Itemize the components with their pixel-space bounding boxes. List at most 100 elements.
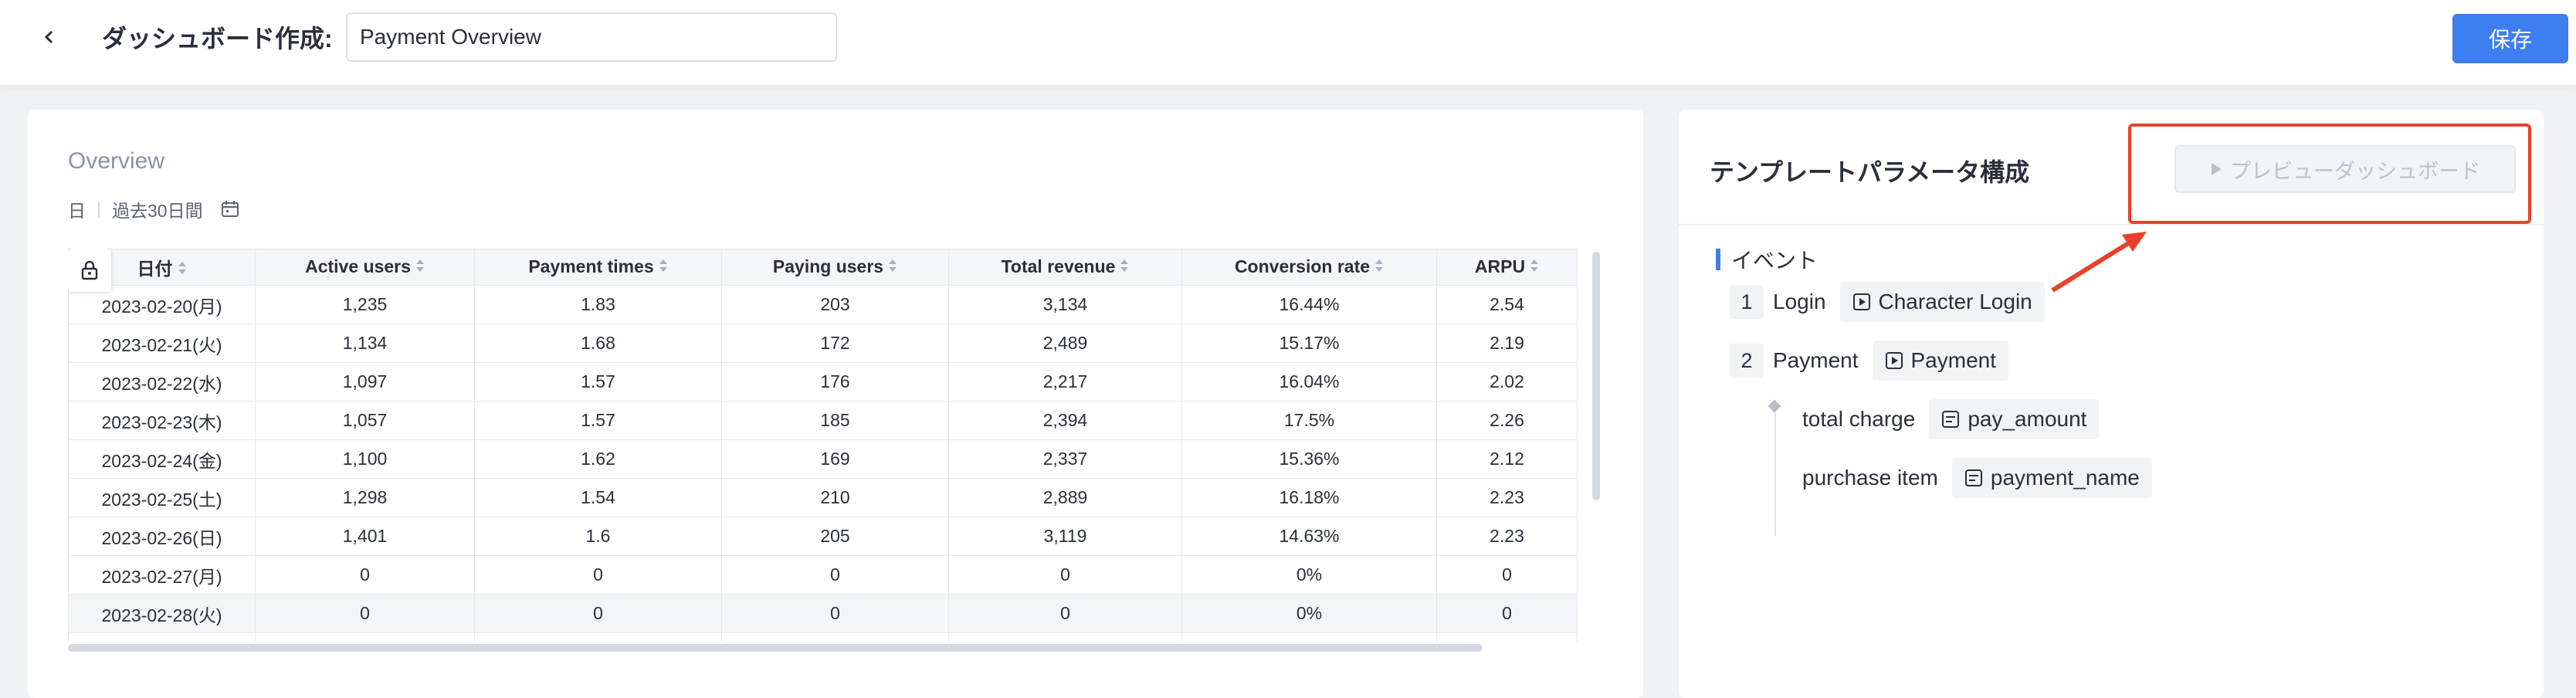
table-cell: 2023-02-21(火) [68,324,256,363]
table-cell: 0 [474,594,722,633]
table-cell: 1.62 [474,439,722,479]
sort-icon[interactable] [659,257,668,278]
column-header[interactable]: Conversion rate [1181,249,1437,286]
table-cell: 1.6 [474,517,722,556]
table-cell: 1.57 [474,362,722,402]
table-cell: 2.12 [1436,439,1578,479]
table-cell: 16.18% [1181,478,1437,517]
event-number: 1 [1730,285,1764,319]
event-number: 2 [1730,344,1764,378]
event-icon [1885,351,1903,370]
column-header[interactable]: Total revenue [948,249,1182,286]
param-row: purchase item payment_name [1802,457,2152,499]
table-cell: 0% [1181,632,1437,642]
event-section-header: イベント [1716,247,1818,273]
horizontal-scrollbar[interactable] [68,644,1483,652]
table-cell: 3,119 [948,517,1182,556]
vertical-scrollbar[interactable] [1592,252,1600,500]
sort-icon[interactable] [1120,257,1129,278]
table-cell: 17.5% [1181,401,1437,440]
sort-icon[interactable] [178,259,187,280]
column-header[interactable]: ARPU [1436,249,1578,286]
date-filter: 日 過去30日間 [68,198,240,221]
table-row[interactable]: 2023-02-23(木) 1,057 1.57 185 2,394 17.5% 2.26 [68,401,1578,440]
table-cell: 0 [474,555,722,595]
table-cell: 2.19 [1436,324,1578,363]
table-cell: 0 [255,555,475,595]
granularity-selector[interactable]: 日 [68,201,86,221]
column-header[interactable]: Paying users [721,249,949,286]
table-cell: 0 [948,555,1182,595]
table-cell: 2.23 [1436,478,1578,517]
table-cell: 0 [255,594,475,633]
param-chip[interactable]: pay_amount [1929,399,2100,439]
section-marker [1716,249,1720,270]
table-row[interactable]: 2023-02-24(金) 1,100 1.62 169 2,337 15.36% 2.12 [68,439,1578,479]
lock-column-button[interactable] [68,249,111,292]
top-header: ダッシュボード作成: 保存 [0,0,2576,85]
table-cell: 1,100 [255,439,475,479]
table-row[interactable]: 2023-02-27(月) 0 0 0 0 0% 0 [68,555,1578,595]
column-header[interactable]: Active users [255,249,475,286]
event-chip-label: Payment [1910,348,1997,372]
table-cell: 1.68 [474,324,722,363]
sort-icon[interactable] [1374,257,1384,278]
sort-icon[interactable] [888,257,897,278]
preview-dashboard-label: プレビューダッシュボード [2230,159,2480,183]
table-cell: 16.04% [1181,362,1437,402]
dashboard-name-input[interactable] [346,12,837,62]
table-cell: 176 [721,362,949,402]
sort-icon[interactable] [1530,257,1539,278]
table-row[interactable]: 2023-02-22(水) 1,097 1.57 176 2,217 16.04% 2.02 [68,362,1578,402]
page-title: ダッシュボード作成: [102,25,333,53]
column-header[interactable]: Payment times [474,249,722,286]
table-row[interactable]: 2023-02-26(日) 1,401 1.6 205 3,119 14.63% 2.23 [68,517,1578,556]
table-cell: 2023-03-01(水) [68,632,256,642]
table-row[interactable]: 2023-02-28(火) 0 0 0 0 0% 0 [68,594,1578,633]
overview-title: Overview [68,148,165,174]
table-body: 2023-02-20(月) 1,235 1.83 203 3,134 16.44% 2.54… [68,285,1578,642]
table-cell: 1,134 [255,324,475,363]
event-chip[interactable]: Character Login [1839,282,2045,322]
table-cell: 2023-02-25(土) [68,478,256,517]
table-cell: 1.54 [474,478,722,517]
table-row[interactable]: 2023-02-21(火) 1,134 1.68 172 2,489 15.17% 2.19 [68,324,1578,363]
table-cell: 1.57 [474,401,722,440]
table-cell: 2.54 [1436,285,1578,324]
field-icon [1964,469,1983,487]
date-range-label[interactable]: 過去30日間 [112,201,203,221]
data-table: 日付 Active users Payment times Paying users T… [68,249,1578,642]
event-section-label: イベント [1731,249,1818,273]
calendar-icon[interactable] [220,199,240,219]
table-cell: 2023-02-26(日) [68,517,256,556]
table-cell: 1.83 [474,285,722,324]
overview-card: Overview 日 過去30日間 日付 Active users Payment … [28,110,1643,698]
table-cell: 2,394 [948,401,1182,440]
table-cell: 2023-02-28(火) [68,594,256,633]
template-params-title: テンプレートパラメータ構成 [1710,158,2030,186]
event-chip-label: Character Login [1878,290,2032,313]
param-chip[interactable]: payment_name [1951,458,2152,498]
preview-dashboard-button[interactable]: プレビューダッシュボード [2174,145,2516,193]
save-button[interactable]: 保存 [2452,14,2568,63]
column-header-label: Payment times [528,256,654,276]
table-cell: 1,057 [255,401,475,440]
table-cell: 1,298 [255,478,475,517]
column-header-label: Paying users [772,256,884,276]
event-name: Payment [1773,348,1859,372]
table-row[interactable]: 2023-02-25(土) 1,298 1.54 210 2,889 16.18% 2.23 [68,478,1578,517]
table-cell: 203 [721,285,949,324]
table-cell: 0 [721,594,949,633]
sort-icon[interactable] [415,257,425,278]
table-cell: 1,235 [255,285,475,324]
tree-node-icon [1768,399,1781,413]
lock-icon [81,260,98,280]
table-row[interactable]: 2023-02-20(月) 1,235 1.83 203 3,134 16.44% 2.54 [68,285,1578,324]
table-header-row: 日付 Active users Payment times Paying users T… [68,249,1578,286]
event-chip[interactable]: Payment [1872,341,2008,381]
back-button[interactable] [34,22,65,53]
column-header-label: 日付 [137,258,173,279]
table-cell: 172 [721,324,949,363]
param-row: total charge pay_amount [1802,398,2100,440]
